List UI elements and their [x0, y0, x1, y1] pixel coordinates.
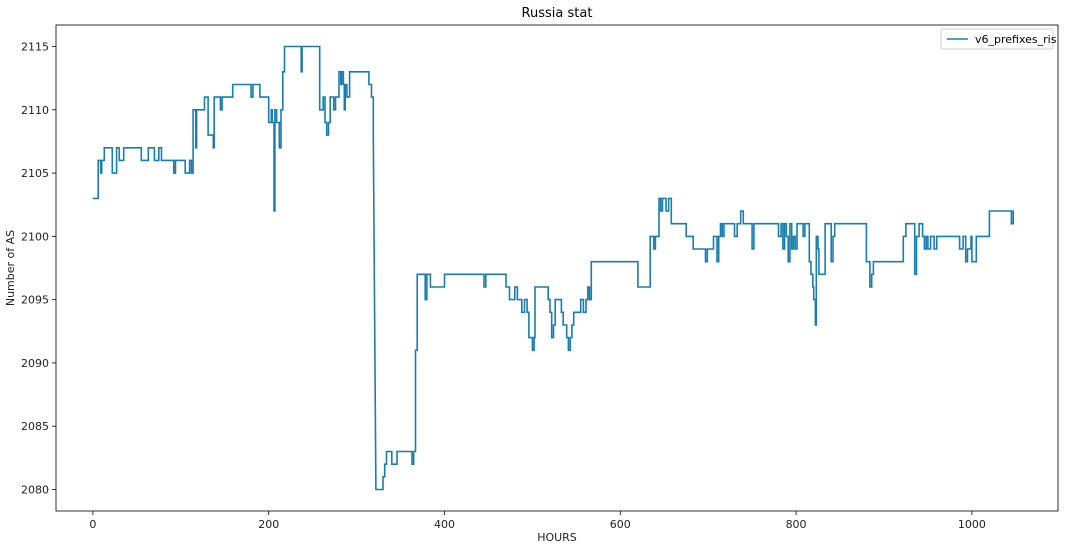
y-axis-label: Number of AS	[4, 230, 17, 306]
x-tick-label: 0	[89, 518, 96, 531]
y-tick-label: 2100	[21, 230, 49, 243]
x-tick-label: 800	[786, 518, 807, 531]
y-tick-label: 2105	[21, 167, 49, 180]
legend-label: v6_prefixes_ris	[975, 33, 1057, 46]
x-tick-label: 1000	[958, 518, 986, 531]
plot-frame	[55, 24, 1059, 512]
y-tick-label: 2095	[21, 294, 49, 307]
y-tick-label: 2085	[21, 420, 49, 433]
y-tick-label: 2090	[21, 357, 49, 370]
x-tick-label: 600	[610, 518, 631, 531]
series-line-v6_prefixes_ris	[92, 45, 1015, 491]
y-tick-label: 2110	[21, 104, 49, 117]
legend-box	[940, 28, 1054, 50]
x-tick-label: 200	[258, 518, 279, 531]
y-tick-label: 2115	[21, 41, 49, 54]
y-tick-label: 2080	[21, 483, 49, 496]
legend: v6_prefixes_ris	[940, 28, 1057, 50]
chart-title: Russia stat	[522, 6, 593, 21]
x-tick-label: 400	[434, 518, 455, 531]
x-axis-label: HOURS	[537, 531, 577, 544]
